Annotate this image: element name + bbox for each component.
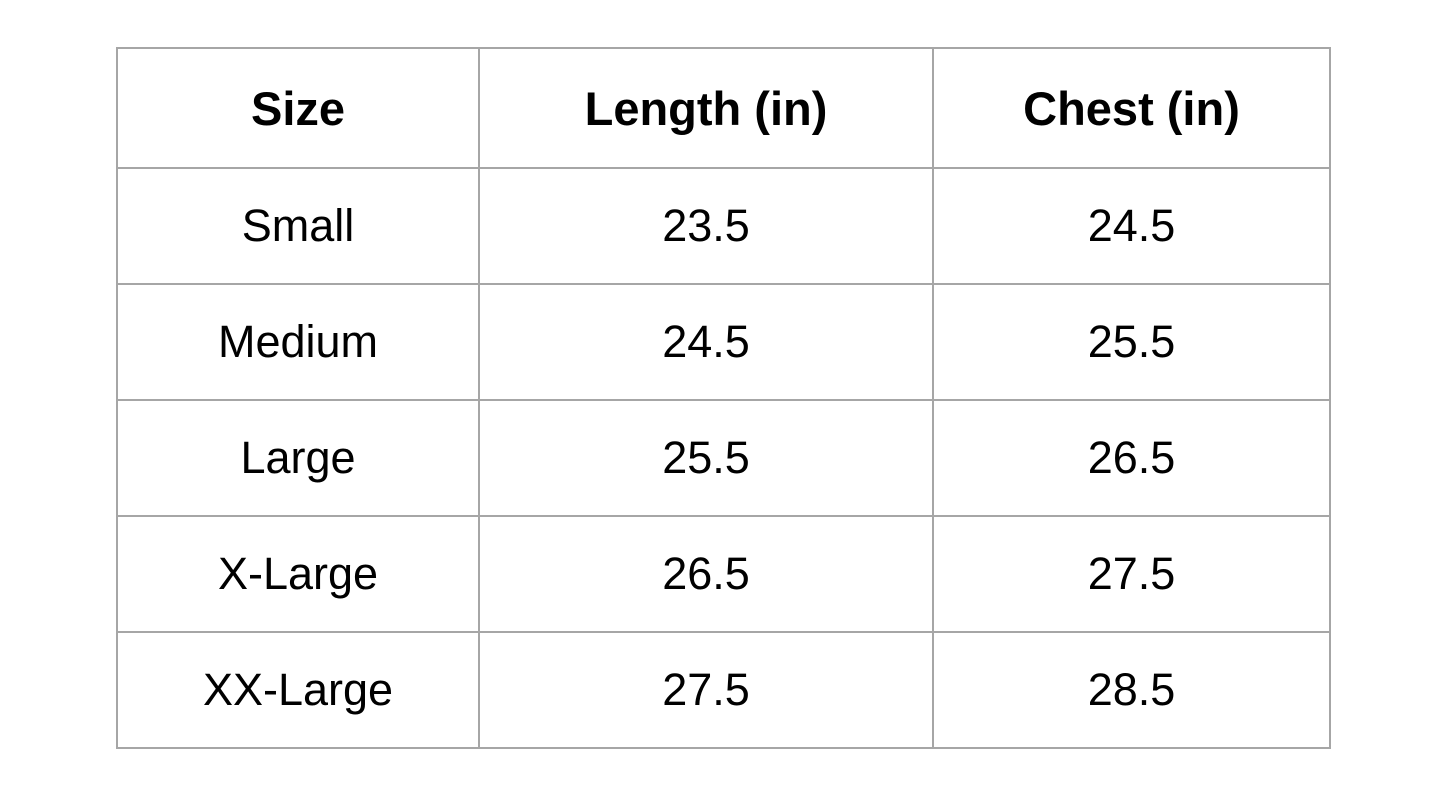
length-cell: 27.5 (478, 631, 934, 749)
chest-cell: 27.5 (932, 515, 1331, 633)
size-cell: Medium (116, 283, 480, 401)
table-row: Medium 24.5 25.5 (116, 283, 1331, 401)
table-row: XX-Large 27.5 28.5 (116, 631, 1331, 749)
length-cell: 25.5 (478, 399, 934, 517)
length-cell: 26.5 (478, 515, 934, 633)
length-cell: 24.5 (478, 283, 934, 401)
header-length: Length (in) (478, 47, 934, 169)
size-cell: XX-Large (116, 631, 480, 749)
size-cell: X-Large (116, 515, 480, 633)
chest-cell: 26.5 (932, 399, 1331, 517)
table-row: Small 23.5 24.5 (116, 167, 1331, 285)
size-chart-table: Size Length (in) Chest (in) Small 23.5 24.… (116, 47, 1331, 749)
header-chest: Chest (in) (932, 47, 1331, 169)
size-cell: Small (116, 167, 480, 285)
chest-cell: 24.5 (932, 167, 1331, 285)
length-cell: 23.5 (478, 167, 934, 285)
table-row: X-Large 26.5 27.5 (116, 515, 1331, 633)
header-size: Size (116, 47, 480, 169)
chest-cell: 28.5 (932, 631, 1331, 749)
header-row: Size Length (in) Chest (in) (116, 47, 1331, 169)
chest-cell: 25.5 (932, 283, 1331, 401)
table-row: Large 25.5 26.5 (116, 399, 1331, 517)
size-cell: Large (116, 399, 480, 517)
